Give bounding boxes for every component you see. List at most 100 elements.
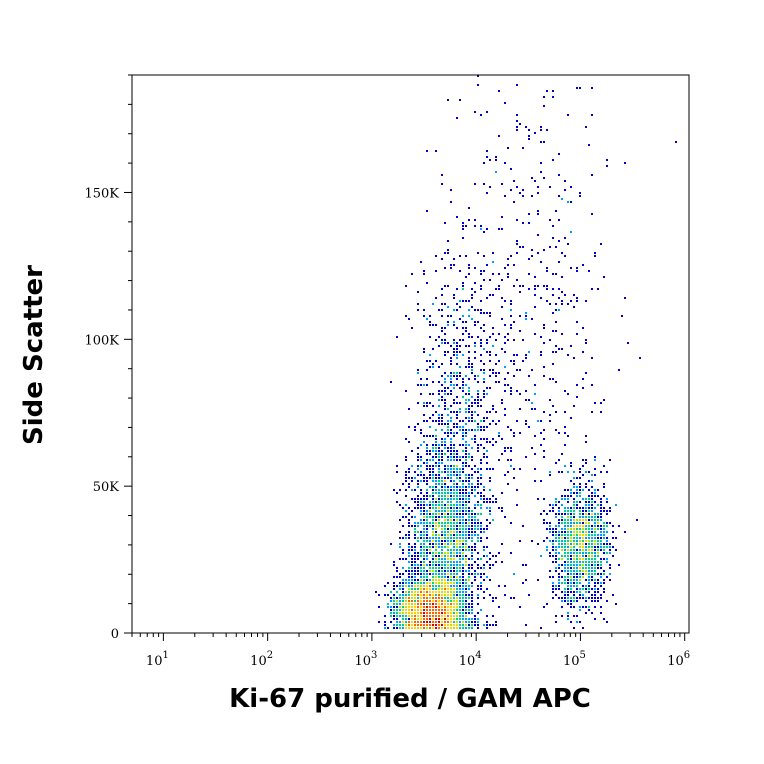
scatter-point [624, 162, 626, 164]
scatter-point [516, 504, 518, 506]
scatter-point [471, 366, 473, 368]
scatter-point [438, 597, 440, 599]
scatter-point [405, 570, 407, 572]
scatter-point [459, 618, 461, 620]
scatter-point [444, 522, 446, 524]
scatter-point [432, 594, 434, 596]
scatter-point [606, 471, 608, 473]
scatter-point [579, 468, 581, 470]
scatter-point [432, 579, 434, 581]
scatter-point [567, 501, 569, 503]
scatter-point [384, 621, 386, 623]
scatter-point [423, 402, 425, 404]
scatter-point [396, 570, 398, 572]
scatter-point [465, 444, 467, 446]
scatter-point [444, 603, 446, 605]
scatter-point [582, 459, 584, 461]
scatter-point [465, 474, 467, 476]
scatter-point [477, 321, 479, 323]
scatter-point [603, 618, 605, 620]
scatter-point [396, 591, 398, 593]
scatter-point [567, 534, 569, 536]
scatter-point [603, 570, 605, 572]
scatter-point [417, 495, 419, 497]
scatter-point [426, 522, 428, 524]
scatter-point [447, 627, 449, 629]
scatter-point [474, 579, 476, 581]
scatter-point [429, 360, 431, 362]
scatter-point [435, 579, 437, 581]
scatter-point [441, 603, 443, 605]
scatter-point [459, 534, 461, 536]
scatter-point [459, 270, 461, 272]
scatter-point [474, 375, 476, 377]
scatter-point [549, 510, 551, 512]
scatter-point [432, 600, 434, 602]
scatter-point [567, 243, 569, 245]
scatter-point [510, 168, 512, 170]
scatter-point [570, 519, 572, 521]
scatter-point [438, 462, 440, 464]
scatter-point [465, 300, 467, 302]
scatter-point [444, 579, 446, 581]
scatter-point [540, 129, 542, 131]
scatter-point [441, 597, 443, 599]
scatter-point [600, 582, 602, 584]
scatter-point [435, 582, 437, 584]
scatter-point [399, 585, 401, 587]
scatter-point [456, 216, 458, 218]
scatter-point [468, 345, 470, 347]
scatter-point [462, 381, 464, 383]
scatter-point [399, 504, 401, 506]
scatter-point [441, 480, 443, 482]
scatter-point [423, 510, 425, 512]
scatter-point [483, 378, 485, 380]
scatter-point [591, 516, 593, 518]
scatter-point [441, 174, 443, 176]
scatter-point [393, 627, 395, 629]
scatter-point [489, 558, 491, 560]
scatter-point [480, 468, 482, 470]
scatter-point [534, 306, 536, 308]
scatter-point [474, 576, 476, 578]
scatter-point [513, 354, 515, 356]
scatter-point [579, 501, 581, 503]
scatter-point [588, 597, 590, 599]
scatter-point [450, 477, 452, 479]
scatter-point [435, 621, 437, 623]
scatter-point [414, 615, 416, 617]
scatter-point [576, 540, 578, 542]
scatter-point [471, 414, 473, 416]
scatter-point [573, 492, 575, 494]
scatter-point [453, 498, 455, 500]
scatter-point [486, 192, 488, 194]
scatter-point [540, 351, 542, 353]
scatter-point [453, 504, 455, 506]
scatter-point [471, 612, 473, 614]
scatter-point [567, 393, 569, 395]
scatter-point [432, 414, 434, 416]
scatter-point [492, 597, 494, 599]
scatter-point [429, 579, 431, 581]
scatter-point [390, 621, 392, 623]
scatter-point [462, 282, 464, 284]
scatter-point [477, 534, 479, 536]
scatter-point [675, 141, 677, 143]
scatter-point [567, 600, 569, 602]
scatter-point [594, 474, 596, 476]
scatter-point [486, 588, 488, 590]
scatter-point [471, 456, 473, 458]
scatter-point [426, 534, 428, 536]
scatter-point [414, 609, 416, 611]
scatter-point [558, 195, 560, 197]
scatter-point [453, 486, 455, 488]
scatter-point [606, 576, 608, 578]
scatter-point [579, 567, 581, 569]
scatter-point [465, 555, 467, 557]
scatter-point [600, 519, 602, 521]
scatter-point [459, 486, 461, 488]
scatter-point [447, 486, 449, 488]
scatter-point [573, 531, 575, 533]
scatter-point [561, 597, 563, 599]
scatter-point [486, 264, 488, 266]
